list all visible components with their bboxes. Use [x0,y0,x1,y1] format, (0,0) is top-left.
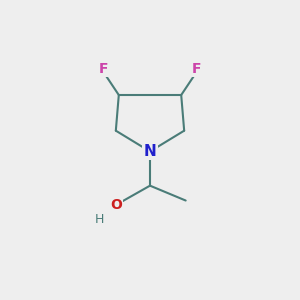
Text: F: F [191,62,201,76]
Text: N: N [144,144,156,159]
Text: O: O [110,198,122,212]
Text: H: H [95,213,104,226]
Text: F: F [99,62,109,76]
